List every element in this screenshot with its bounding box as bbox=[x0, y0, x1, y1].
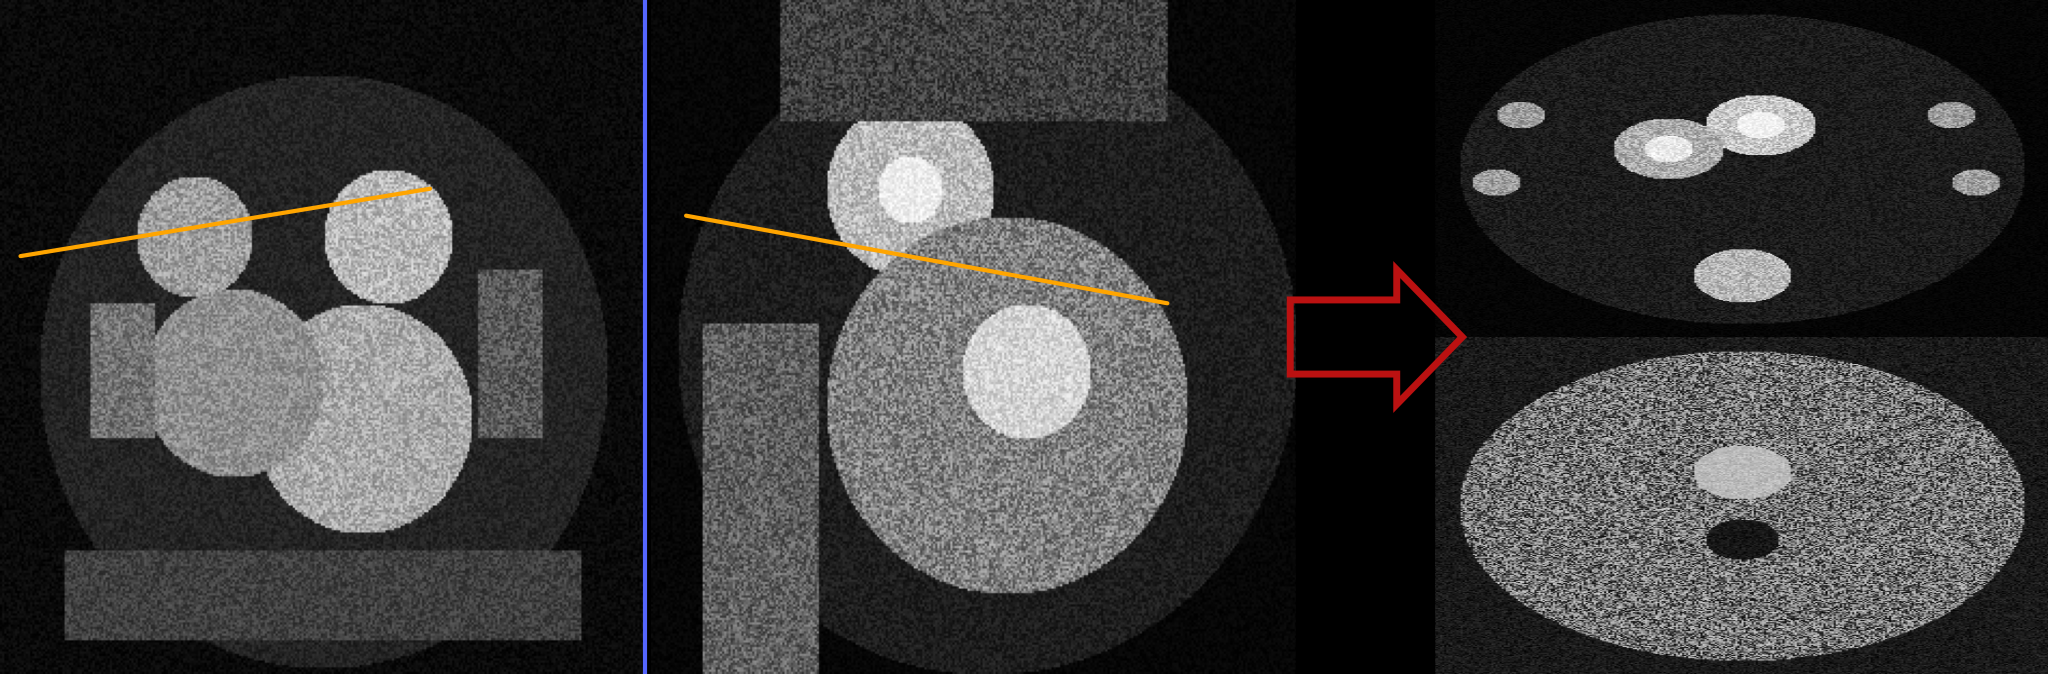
Bar bbox=[1296, 0, 1434, 674]
